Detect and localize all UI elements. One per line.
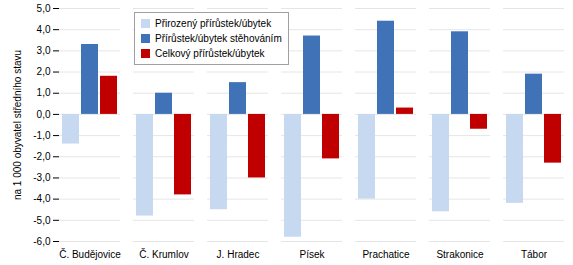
- svg-text:Prachatice: Prachatice: [362, 249, 410, 260]
- html-text:Přirozený přírůstek/úbytek: Přirozený přírůstek/úbytek: [155, 18, 272, 29]
- svg-text:-6,0: -6,0: [33, 236, 51, 247]
- svg-text:-2,0: -2,0: [33, 151, 51, 162]
- svg-text:J. Hradec: J. Hradec: [217, 249, 260, 260]
- svg-text:4,0: 4,0: [37, 24, 51, 35]
- svg-text:-4,0: -4,0: [33, 193, 51, 204]
- html-text:Celkový přírůstek/úbytek: Celkový přírůstek/úbytek: [155, 48, 265, 59]
- svg-text:3,0: 3,0: [37, 45, 51, 56]
- svg-text:na 1 000 obyvatel středního st: na 1 000 obyvatel středního stavu: [12, 50, 23, 200]
- svg-text:-5,0: -5,0: [33, 215, 51, 226]
- svg-text:Č. Budějovice: Č. Budějovice: [59, 248, 121, 260]
- html-text:Přírůstek/úbytek stěhováním: Přírůstek/úbytek stěhováním: [155, 33, 282, 44]
- svg-text:1,0: 1,0: [37, 87, 51, 98]
- svg-text:Strakonice: Strakonice: [436, 249, 484, 260]
- svg-text:Tábor: Tábor: [521, 249, 548, 260]
- svg-text:Č. Krumlov: Č. Krumlov: [139, 248, 188, 260]
- svg-text:-1,0: -1,0: [33, 130, 51, 141]
- svg-text:0,0: 0,0: [37, 109, 51, 120]
- svg-text:Písek: Písek: [299, 249, 325, 260]
- svg-text:2,0: 2,0: [37, 66, 51, 77]
- svg-text:5,0: 5,0: [37, 3, 51, 14]
- svg-text:-3,0: -3,0: [33, 172, 51, 183]
